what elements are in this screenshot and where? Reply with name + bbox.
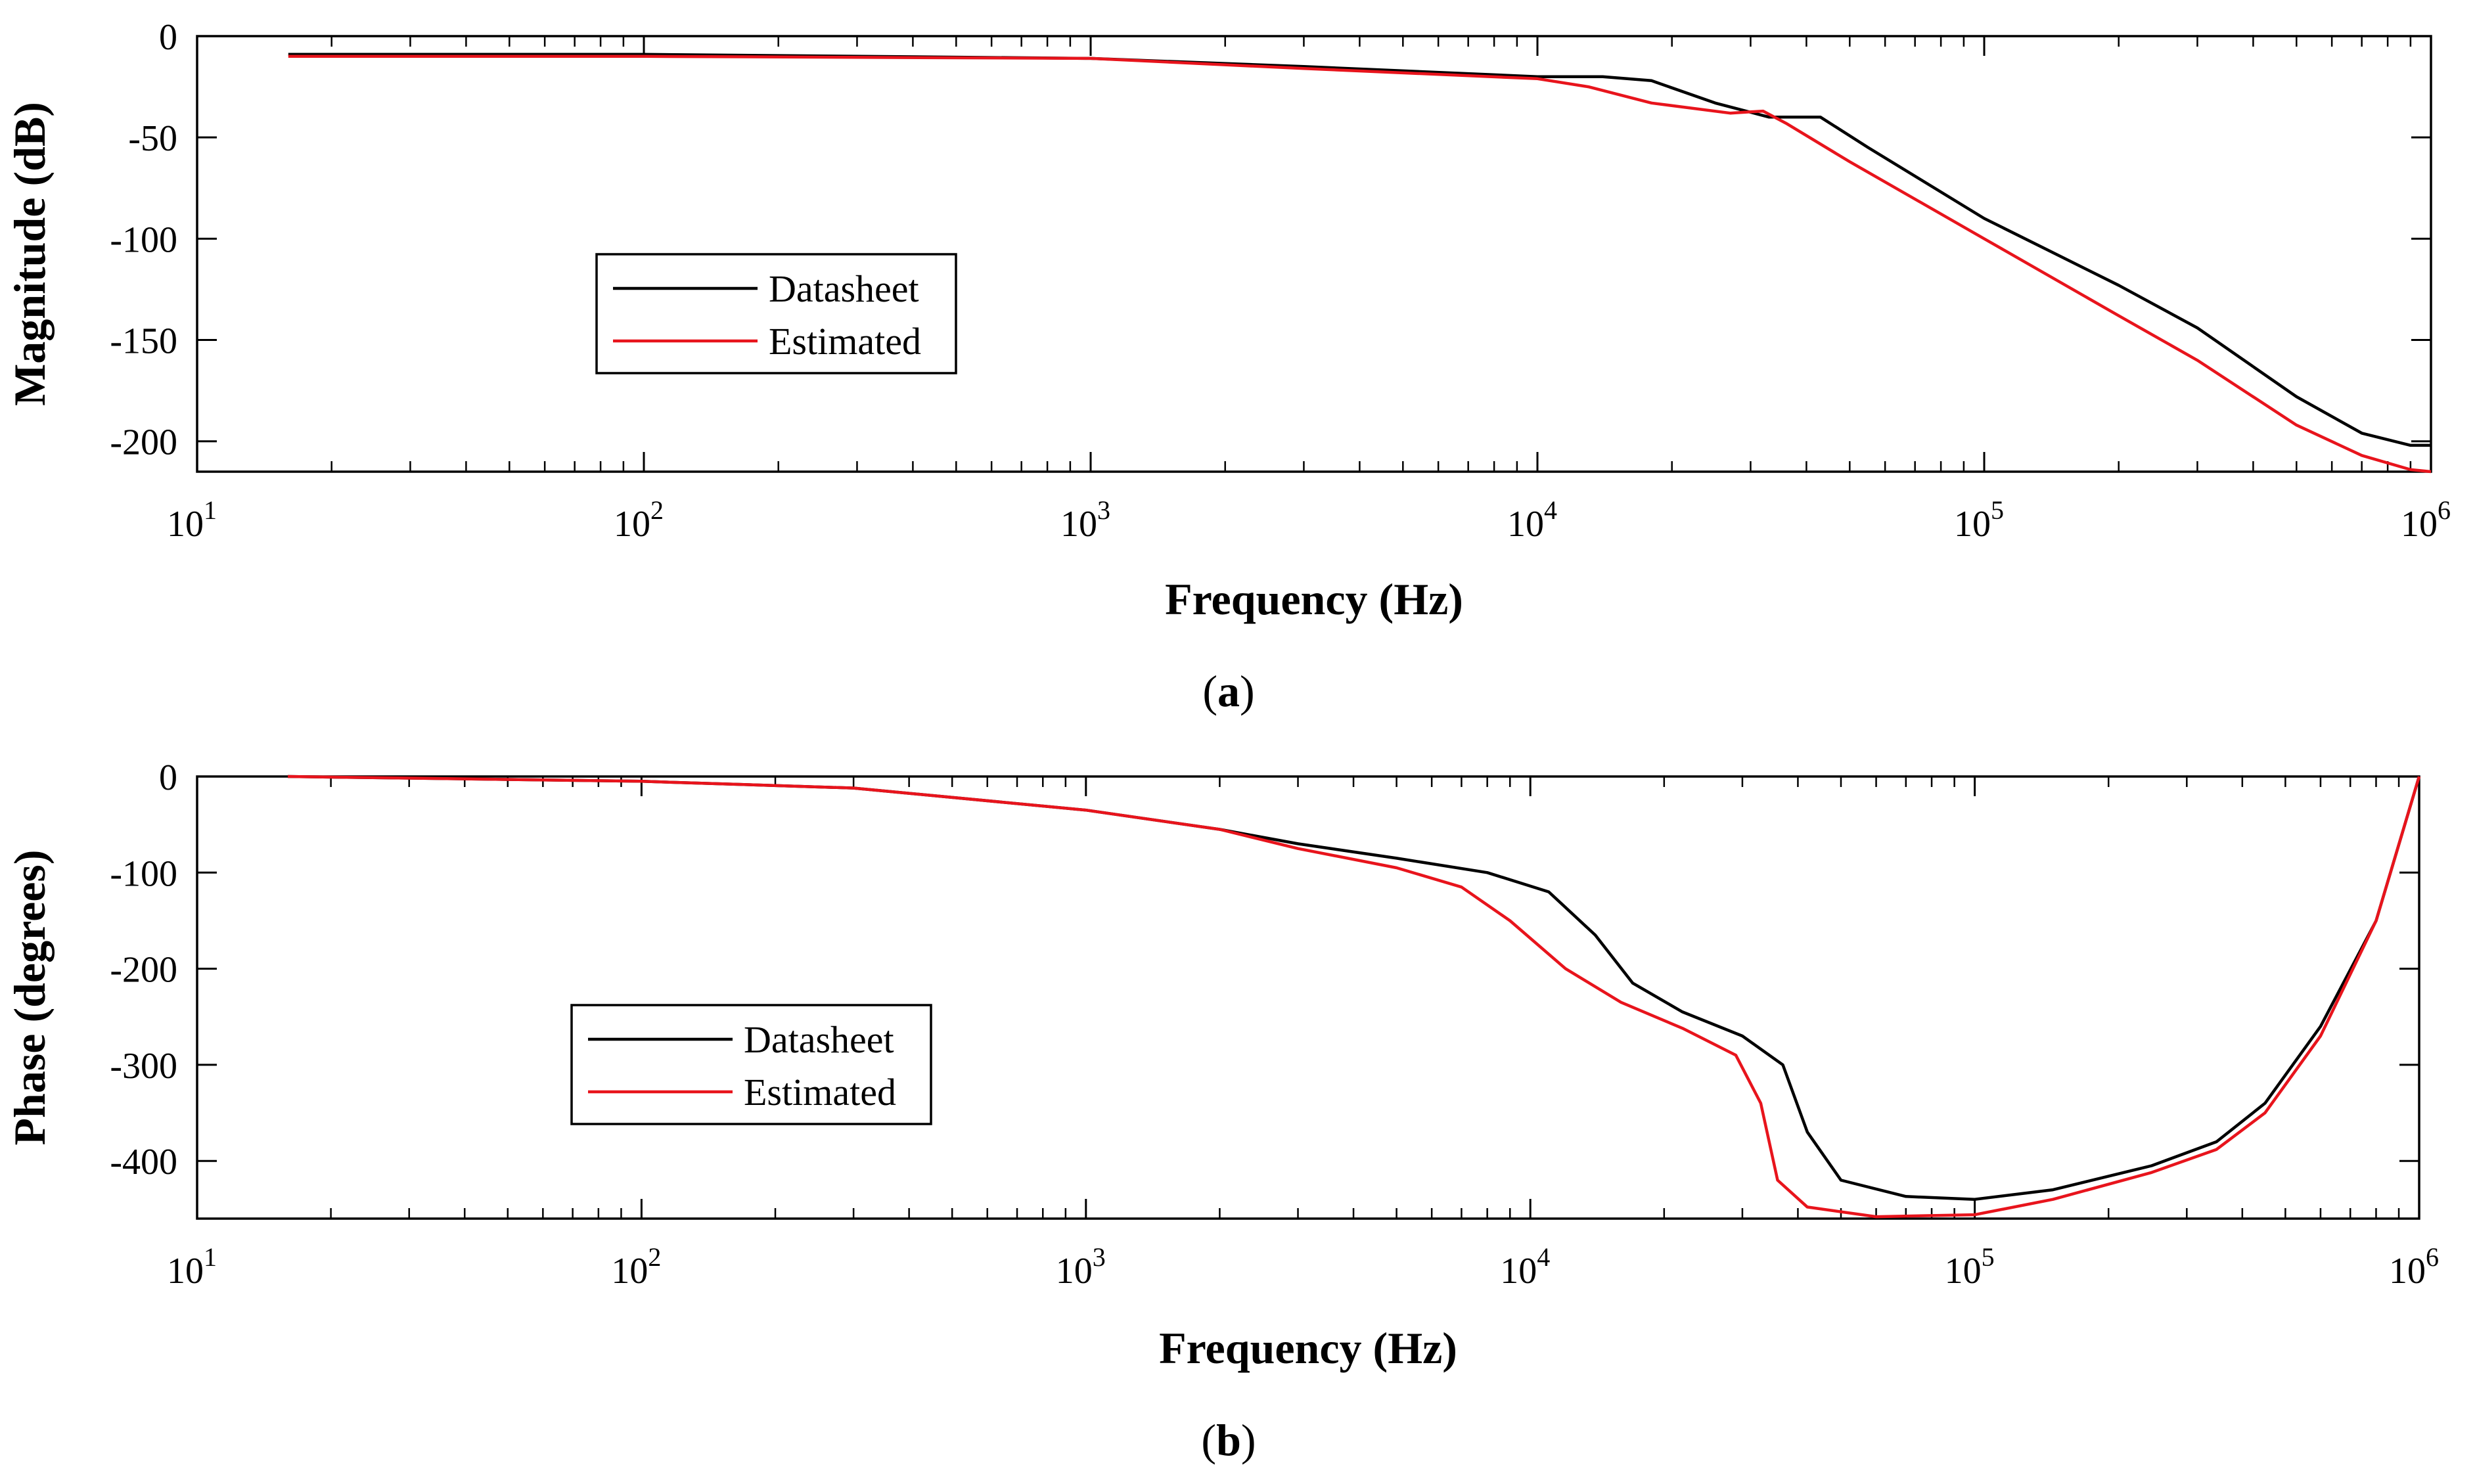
legend-box [570,1004,932,1125]
x-tick-exponent: 3 [1097,495,1110,525]
y-tick-label: -200 [110,422,177,463]
x-tick-exponent: 3 [1093,1242,1106,1272]
x-tick-label: 105 [1945,1242,1995,1292]
y-tick-label: -100 [110,853,177,894]
x-tick-label: 102 [611,1242,661,1292]
x-tick-base: 10 [2389,1251,2426,1292]
x-tick-exponent: 5 [1991,495,2004,525]
magnitude-x-axis-label: Frequency (Hz) [1165,574,1463,624]
phase-panel: 101 102 103 104 105 1060-100-200-300-400Datas… [5,757,2439,1465]
x-tick-label: 104 [1507,495,1557,545]
x-tick-exponent: 4 [1544,495,1557,525]
y-tick-label: -100 [110,219,177,260]
phase-legend: Datasheet Estimated [570,1004,932,1125]
panel-caption: (b) [1201,1415,1256,1465]
phase-y-axis-label: Phase (degrees) [5,849,55,1145]
magnitude-plot-frame [196,35,2432,473]
y-tick-label: -300 [110,1046,177,1087]
caption-close-paren: ) [1241,1415,1256,1465]
magnitude-series-datasheet-line [288,53,2431,447]
caption-open-paren: ( [1201,1415,1216,1465]
x-tick-label: 102 [614,495,664,545]
phase-series-estimated-line [288,775,2421,1219]
x-tick-base: 10 [167,504,204,545]
magnitude-series-estimated-line [288,55,2432,474]
legend-label-datasheet: Datasheet [769,267,919,310]
x-tick-exponent: 5 [1982,1242,1995,1272]
caption-close-paren: ) [1240,666,1255,716]
legend-label-estimated: Estimated [744,1071,896,1113]
x-tick-exponent: 1 [204,495,217,525]
x-tick-base: 10 [1500,1251,1537,1292]
legend-label-estimated: Estimated [769,320,921,363]
x-tick-label: 101 [167,1242,217,1292]
x-tick-base: 10 [2401,504,2438,545]
y-tick-label: -50 [128,118,177,159]
x-tick-exponent: 2 [648,1242,661,1272]
x-tick-exponent: 1 [204,1242,217,1272]
x-tick-label: 103 [1060,495,1110,545]
x-tick-exponent: 4 [1537,1242,1550,1272]
phase-x-axis-label: Frequency (Hz) [1159,1323,1457,1373]
x-tick-base: 10 [611,1251,648,1292]
y-tick-label: 0 [159,757,177,798]
caption-letter: a [1217,666,1240,716]
caption-letter: b [1216,1415,1241,1465]
y-tick-label: 0 [159,17,177,58]
x-tick-base: 10 [1056,1251,1093,1292]
magnitude-panel: 101 102 103 104 105 1060-50-100-150-200Datash… [5,17,2451,716]
x-tick-base: 10 [1507,504,1544,545]
x-tick-base: 10 [614,504,650,545]
magnitude-y-axis-label: Magnitude (dB) [5,102,55,406]
x-tick-label: 106 [2401,495,2451,545]
y-tick-label: -400 [110,1142,177,1182]
x-tick-exponent: 6 [2426,1242,2439,1272]
legend-box [595,253,957,374]
panel-caption: (a) [1202,666,1254,716]
x-tick-label: 106 [2389,1242,2439,1292]
y-tick-label: -150 [110,321,177,362]
x-tick-label: 105 [1954,495,2004,545]
x-tick-base: 10 [1954,504,1991,545]
magnitude-legend: Datasheet Estimated [595,253,957,374]
phase-plot-frame [196,775,2420,1220]
phase-series-datasheet-line [288,775,2421,1201]
x-tick-base: 10 [1060,504,1097,545]
x-tick-base: 10 [167,1251,204,1292]
legend-label-datasheet: Datasheet [744,1018,894,1061]
x-tick-label: 104 [1500,1242,1550,1292]
x-tick-base: 10 [1945,1251,1982,1292]
y-tick-label: -200 [110,950,177,991]
caption-open-paren: ( [1202,666,1217,716]
x-tick-exponent: 6 [2438,495,2451,525]
x-tick-label: 101 [167,495,217,545]
x-tick-label: 103 [1056,1242,1106,1292]
x-tick-exponent: 2 [650,495,664,525]
